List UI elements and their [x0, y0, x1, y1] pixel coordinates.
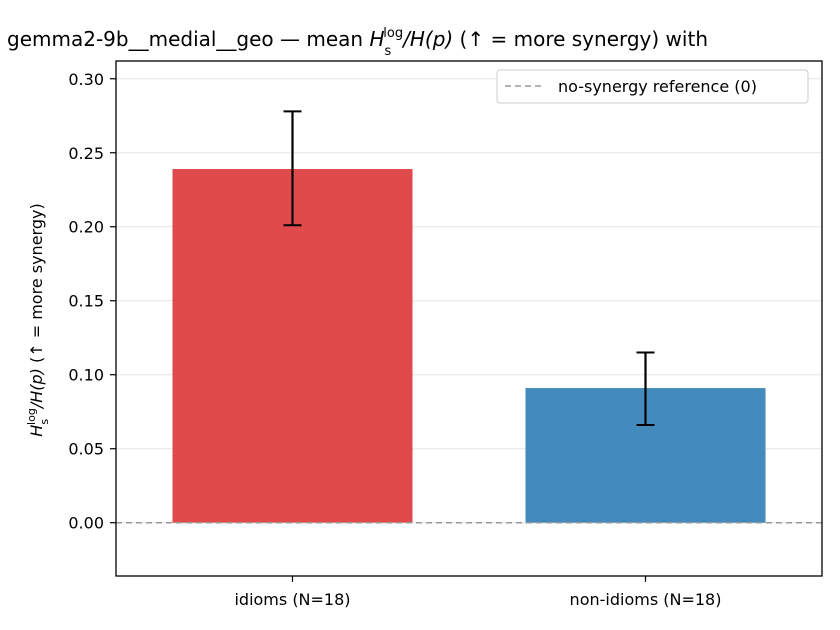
- y-tick-label: 0.15: [68, 292, 104, 311]
- bar: [172, 169, 413, 523]
- ylabel-suffix: (↑ = more synergy): [27, 203, 46, 368]
- title-metric-denominator: /H(p): [401, 27, 453, 51]
- ylabel-metric-denominator: /H(p): [27, 368, 46, 410]
- x-tick-label: idioms (N=18): [234, 590, 350, 609]
- legend-box: [496, 69, 809, 104]
- ylabel-metric-sup: log: [25, 408, 38, 425]
- title-metric-main: H: [369, 27, 384, 51]
- title-metric-sub: s: [385, 44, 392, 59]
- chart-title: gemma2-9b__medial__geo — mean Hs log/H(p)…: [7, 26, 708, 59]
- title-model-text: gemma2-9b__medial__geo — mean: [7, 27, 369, 51]
- y-tick-label: 0.25: [68, 144, 104, 163]
- y-tick-label: 0.10: [68, 366, 104, 385]
- axes-frame: [115, 60, 823, 577]
- legend: no-synergy reference (0): [496, 69, 809, 104]
- legend-reference-label: no-synergy reference (0): [558, 77, 757, 96]
- y-axis-label: Hslog/H(p) (↑ = more synergy): [25, 203, 51, 436]
- y-tick-label: 0.20: [68, 218, 104, 237]
- y-tick-label: 0.05: [68, 440, 104, 459]
- error-bars-group: [283, 110, 655, 427]
- ylabel-metric-sub: s: [38, 419, 51, 425]
- y-axis-ticks: 0.00 0.05 0.10 0.15 0.20 0.25 0.30: [68, 70, 116, 533]
- y-tick-label: 0.30: [68, 70, 104, 89]
- ylabel-metric-main: H: [27, 425, 46, 437]
- bars-group: [172, 169, 766, 523]
- x-tick-label: non-idioms (N=18): [570, 590, 722, 609]
- title-metric-sup: log: [383, 26, 403, 41]
- y-tick-label: 0.00: [68, 514, 104, 533]
- title-rest-text: (↑ = more synergy) with: [453, 27, 708, 51]
- x-axis-ticks: idioms (N=18) non-idioms (N=18): [234, 576, 721, 609]
